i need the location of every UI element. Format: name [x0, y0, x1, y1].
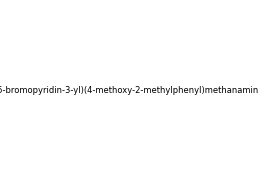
Text: (5-bromopyridin-3-yl)(4-methoxy-2-methylphenyl)methanamine: (5-bromopyridin-3-yl)(4-methoxy-2-methyl…	[0, 86, 258, 95]
